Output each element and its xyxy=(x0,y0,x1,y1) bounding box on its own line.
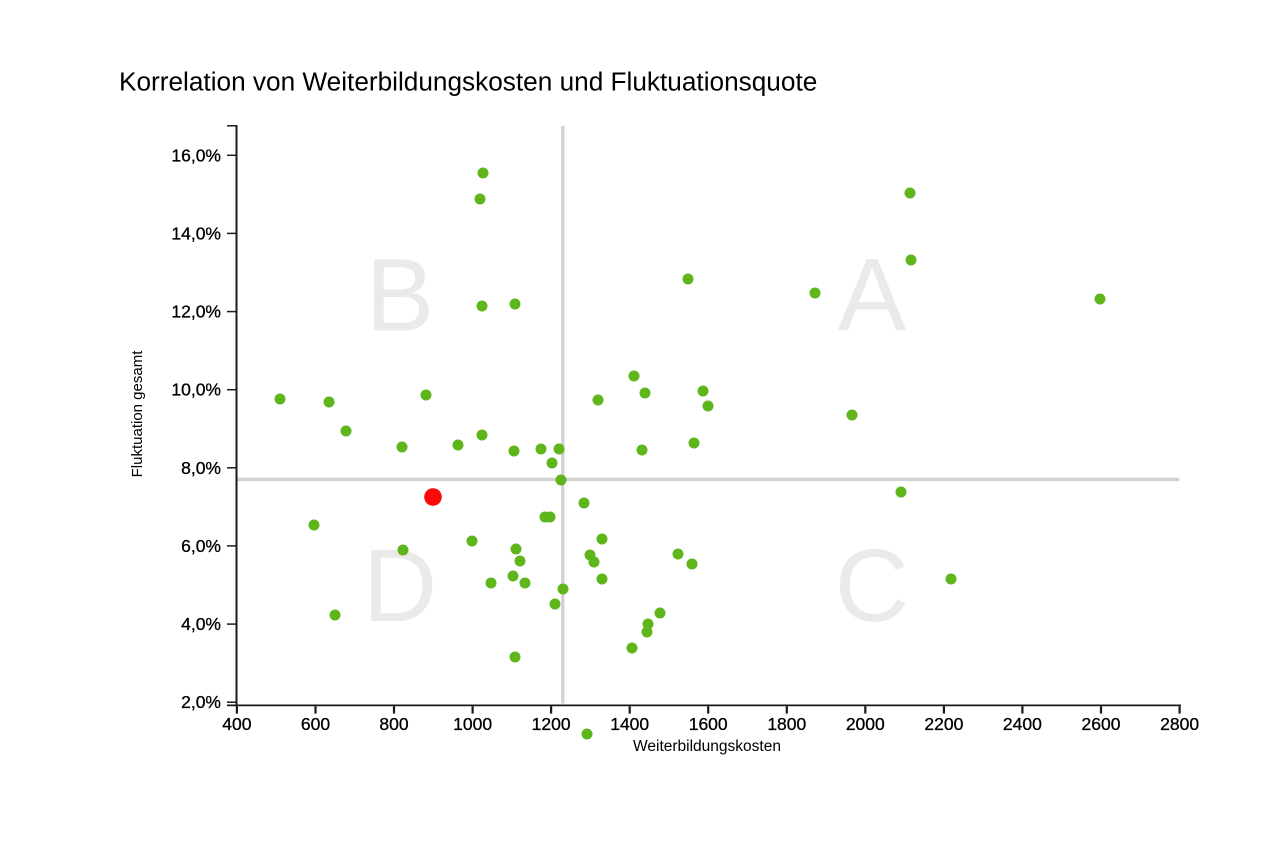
svg-text:1800: 1800 xyxy=(767,714,806,734)
svg-text:Korrelation von Weiterbildungs: Korrelation von Weiterbildungskosten und… xyxy=(119,66,817,96)
svg-text:Weiterbildungskosten: Weiterbildungskosten xyxy=(633,738,781,755)
svg-text:1400: 1400 xyxy=(610,714,649,734)
svg-text:A: A xyxy=(838,237,907,352)
svg-text:800: 800 xyxy=(379,714,408,734)
svg-text:C: C xyxy=(835,528,909,643)
svg-text:14,0%: 14,0% xyxy=(171,223,221,243)
svg-text:2400: 2400 xyxy=(1003,714,1042,734)
svg-text:4,0%: 4,0% xyxy=(181,614,221,634)
svg-text:6,0%: 6,0% xyxy=(181,536,221,556)
svg-text:12,0%: 12,0% xyxy=(171,302,221,322)
svg-text:2,0%: 2,0% xyxy=(181,692,221,712)
svg-text:1200: 1200 xyxy=(532,714,571,734)
svg-text:2200: 2200 xyxy=(924,714,963,734)
svg-text:8,0%: 8,0% xyxy=(181,458,221,478)
svg-text:10,0%: 10,0% xyxy=(171,380,221,400)
svg-text:2800: 2800 xyxy=(1160,714,1199,734)
svg-text:400: 400 xyxy=(222,714,251,734)
svg-text:1600: 1600 xyxy=(689,714,728,734)
svg-text:B: B xyxy=(366,237,435,352)
svg-text:D: D xyxy=(363,528,437,643)
svg-text:2600: 2600 xyxy=(1082,714,1121,734)
svg-text:2000: 2000 xyxy=(846,714,885,734)
svg-text:600: 600 xyxy=(301,714,330,734)
svg-text:1000: 1000 xyxy=(453,714,492,734)
svg-text:16,0%: 16,0% xyxy=(171,145,221,165)
svg-text:Fluktuation gesamt: Fluktuation gesamt xyxy=(129,350,146,478)
